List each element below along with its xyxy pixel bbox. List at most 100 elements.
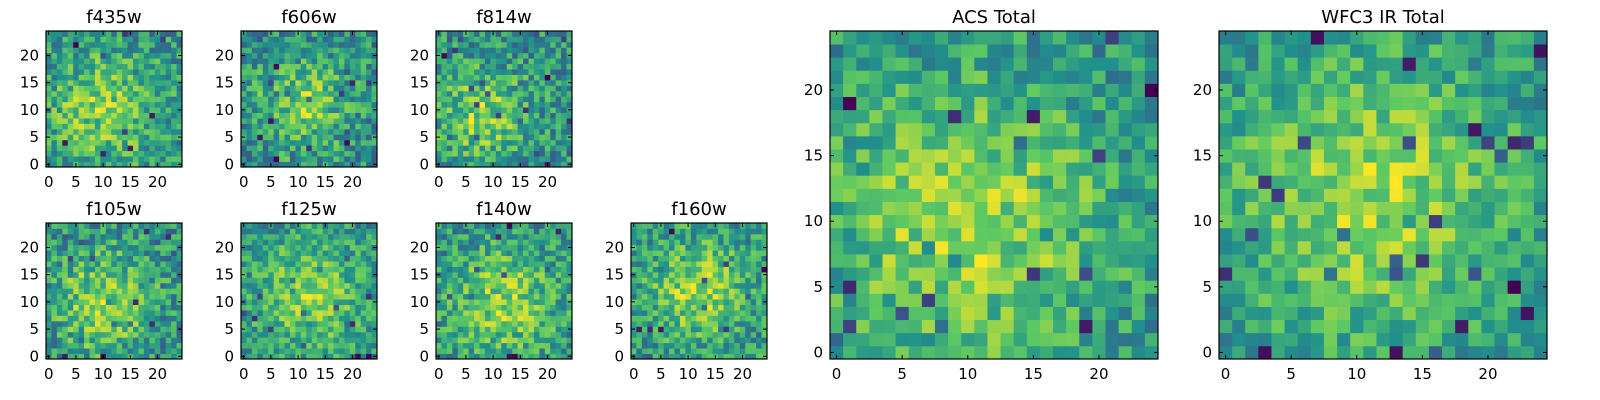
- heatmap-cell: [533, 342, 540, 349]
- heatmap-cell: [257, 69, 264, 75]
- heatmap-cell: [289, 161, 296, 168]
- heatmap-cell: [165, 90, 172, 97]
- heatmap-cell: [1507, 162, 1522, 176]
- heatmap-cell: [344, 255, 351, 262]
- heatmap-cell: [1105, 345, 1120, 360]
- heatmap-cell: [355, 52, 362, 59]
- heatmap-cell: [1271, 280, 1285, 294]
- heatmap-cell: [306, 315, 313, 322]
- heatmap-cell: [78, 47, 85, 54]
- heatmap-cell: [105, 69, 112, 75]
- heatmap-cell: [165, 223, 172, 229]
- heatmap-cell: [56, 74, 63, 81]
- heatmap-cell: [338, 128, 345, 135]
- heatmap-cell: [539, 293, 546, 300]
- heatmap-cell: [561, 348, 567, 354]
- heatmap-cell: [1131, 254, 1146, 268]
- heatmap-cell: [921, 44, 936, 58]
- heatmap-cell: [528, 331, 535, 338]
- heatmap-cell: [869, 227, 883, 242]
- heatmap-cell: [490, 277, 497, 284]
- heatmap-cell: [908, 306, 923, 321]
- heatmap-cell: [262, 342, 269, 349]
- heatmap-cell: [246, 69, 253, 75]
- heatmap-cell: [116, 47, 123, 54]
- heatmap-cell: [457, 282, 464, 289]
- heatmap-cell: [257, 85, 264, 92]
- heatmap-cell: [62, 326, 69, 333]
- heatmap-cell: [1363, 44, 1377, 58]
- x-tick-label: 5: [897, 365, 907, 383]
- heatmap-cell: [528, 293, 535, 300]
- heatmap-cell: [523, 353, 529, 360]
- heatmap-cell: [262, 150, 269, 157]
- heatmap-cell: [539, 134, 546, 141]
- heatmap-cell: [1428, 109, 1443, 124]
- heatmap-cell: [62, 250, 69, 257]
- heatmap-cell: [84, 52, 90, 59]
- heatmap-cell: [452, 271, 459, 278]
- heatmap-cell: [550, 353, 557, 360]
- heatmap-cell: [67, 353, 74, 360]
- heatmap-cell: [921, 149, 936, 163]
- heatmap-cell: [495, 69, 502, 75]
- heatmap-cell: [67, 261, 74, 267]
- heatmap-cell: [1507, 83, 1522, 97]
- heatmap-cell: [895, 240, 910, 255]
- heatmap-cell: [133, 337, 139, 344]
- heatmap-cell: [289, 304, 296, 311]
- heatmap-cell: [344, 107, 351, 113]
- heatmap-cell: [300, 228, 307, 235]
- heatmap-cell: [843, 201, 857, 216]
- heatmap-cell: [257, 348, 264, 354]
- heatmap-cell: [165, 342, 172, 349]
- heatmap-cell: [165, 139, 172, 146]
- heatmap-cell: [479, 277, 486, 284]
- heatmap-cell: [355, 353, 362, 360]
- heatmap-cell: [1428, 83, 1443, 97]
- heatmap-cell: [1232, 319, 1246, 334]
- heatmap-cell: [328, 112, 334, 119]
- heatmap-cell: [1271, 31, 1285, 45]
- heatmap-cell: [143, 282, 150, 289]
- heatmap-cell: [344, 118, 351, 124]
- heatmap-cell: [457, 134, 464, 141]
- heatmap-cell: [322, 271, 329, 278]
- heatmap-cell: [1000, 162, 1015, 176]
- heatmap-cell: [908, 332, 923, 347]
- heatmap-cell: [262, 74, 269, 81]
- heatmap-cell: [1284, 319, 1299, 334]
- heatmap-cell: [100, 118, 107, 124]
- heatmap-cell: [1310, 345, 1325, 360]
- heatmap-cell: [495, 118, 502, 124]
- heatmap-cell: [882, 227, 896, 242]
- heatmap-cell: [533, 47, 540, 54]
- heatmap-cell: [1376, 31, 1390, 45]
- heatmap-cell: [550, 331, 557, 338]
- heatmap-cell: [1494, 254, 1509, 268]
- heatmap-cell: [127, 261, 134, 267]
- heatmap-cell: [974, 135, 988, 150]
- heatmap-cell: [328, 320, 334, 327]
- heatmap-cell: [921, 267, 936, 281]
- heatmap-cell: [566, 139, 573, 146]
- heatmap-cell: [528, 342, 535, 349]
- heatmap-cell: [452, 145, 459, 152]
- heatmap-cell: [344, 58, 351, 65]
- heatmap-cell: [987, 267, 1001, 281]
- heatmap-cell: [843, 162, 857, 176]
- heatmap-cell: [333, 123, 340, 130]
- heatmap-cell: [869, 31, 883, 45]
- heatmap-cell: [122, 304, 128, 311]
- heatmap-cell: [317, 244, 323, 251]
- heatmap-cell: [273, 261, 280, 267]
- heatmap-cell: [268, 326, 275, 333]
- heatmap-cell: [1039, 201, 1054, 216]
- heatmap-cell: [349, 96, 356, 103]
- heatmap-cell: [1232, 109, 1246, 124]
- heatmap-cell: [566, 123, 573, 130]
- heatmap-cell: [517, 348, 524, 354]
- heatmap-cell: [555, 128, 562, 135]
- heatmap-cell: [1389, 201, 1404, 216]
- heatmap-cell: [111, 128, 118, 135]
